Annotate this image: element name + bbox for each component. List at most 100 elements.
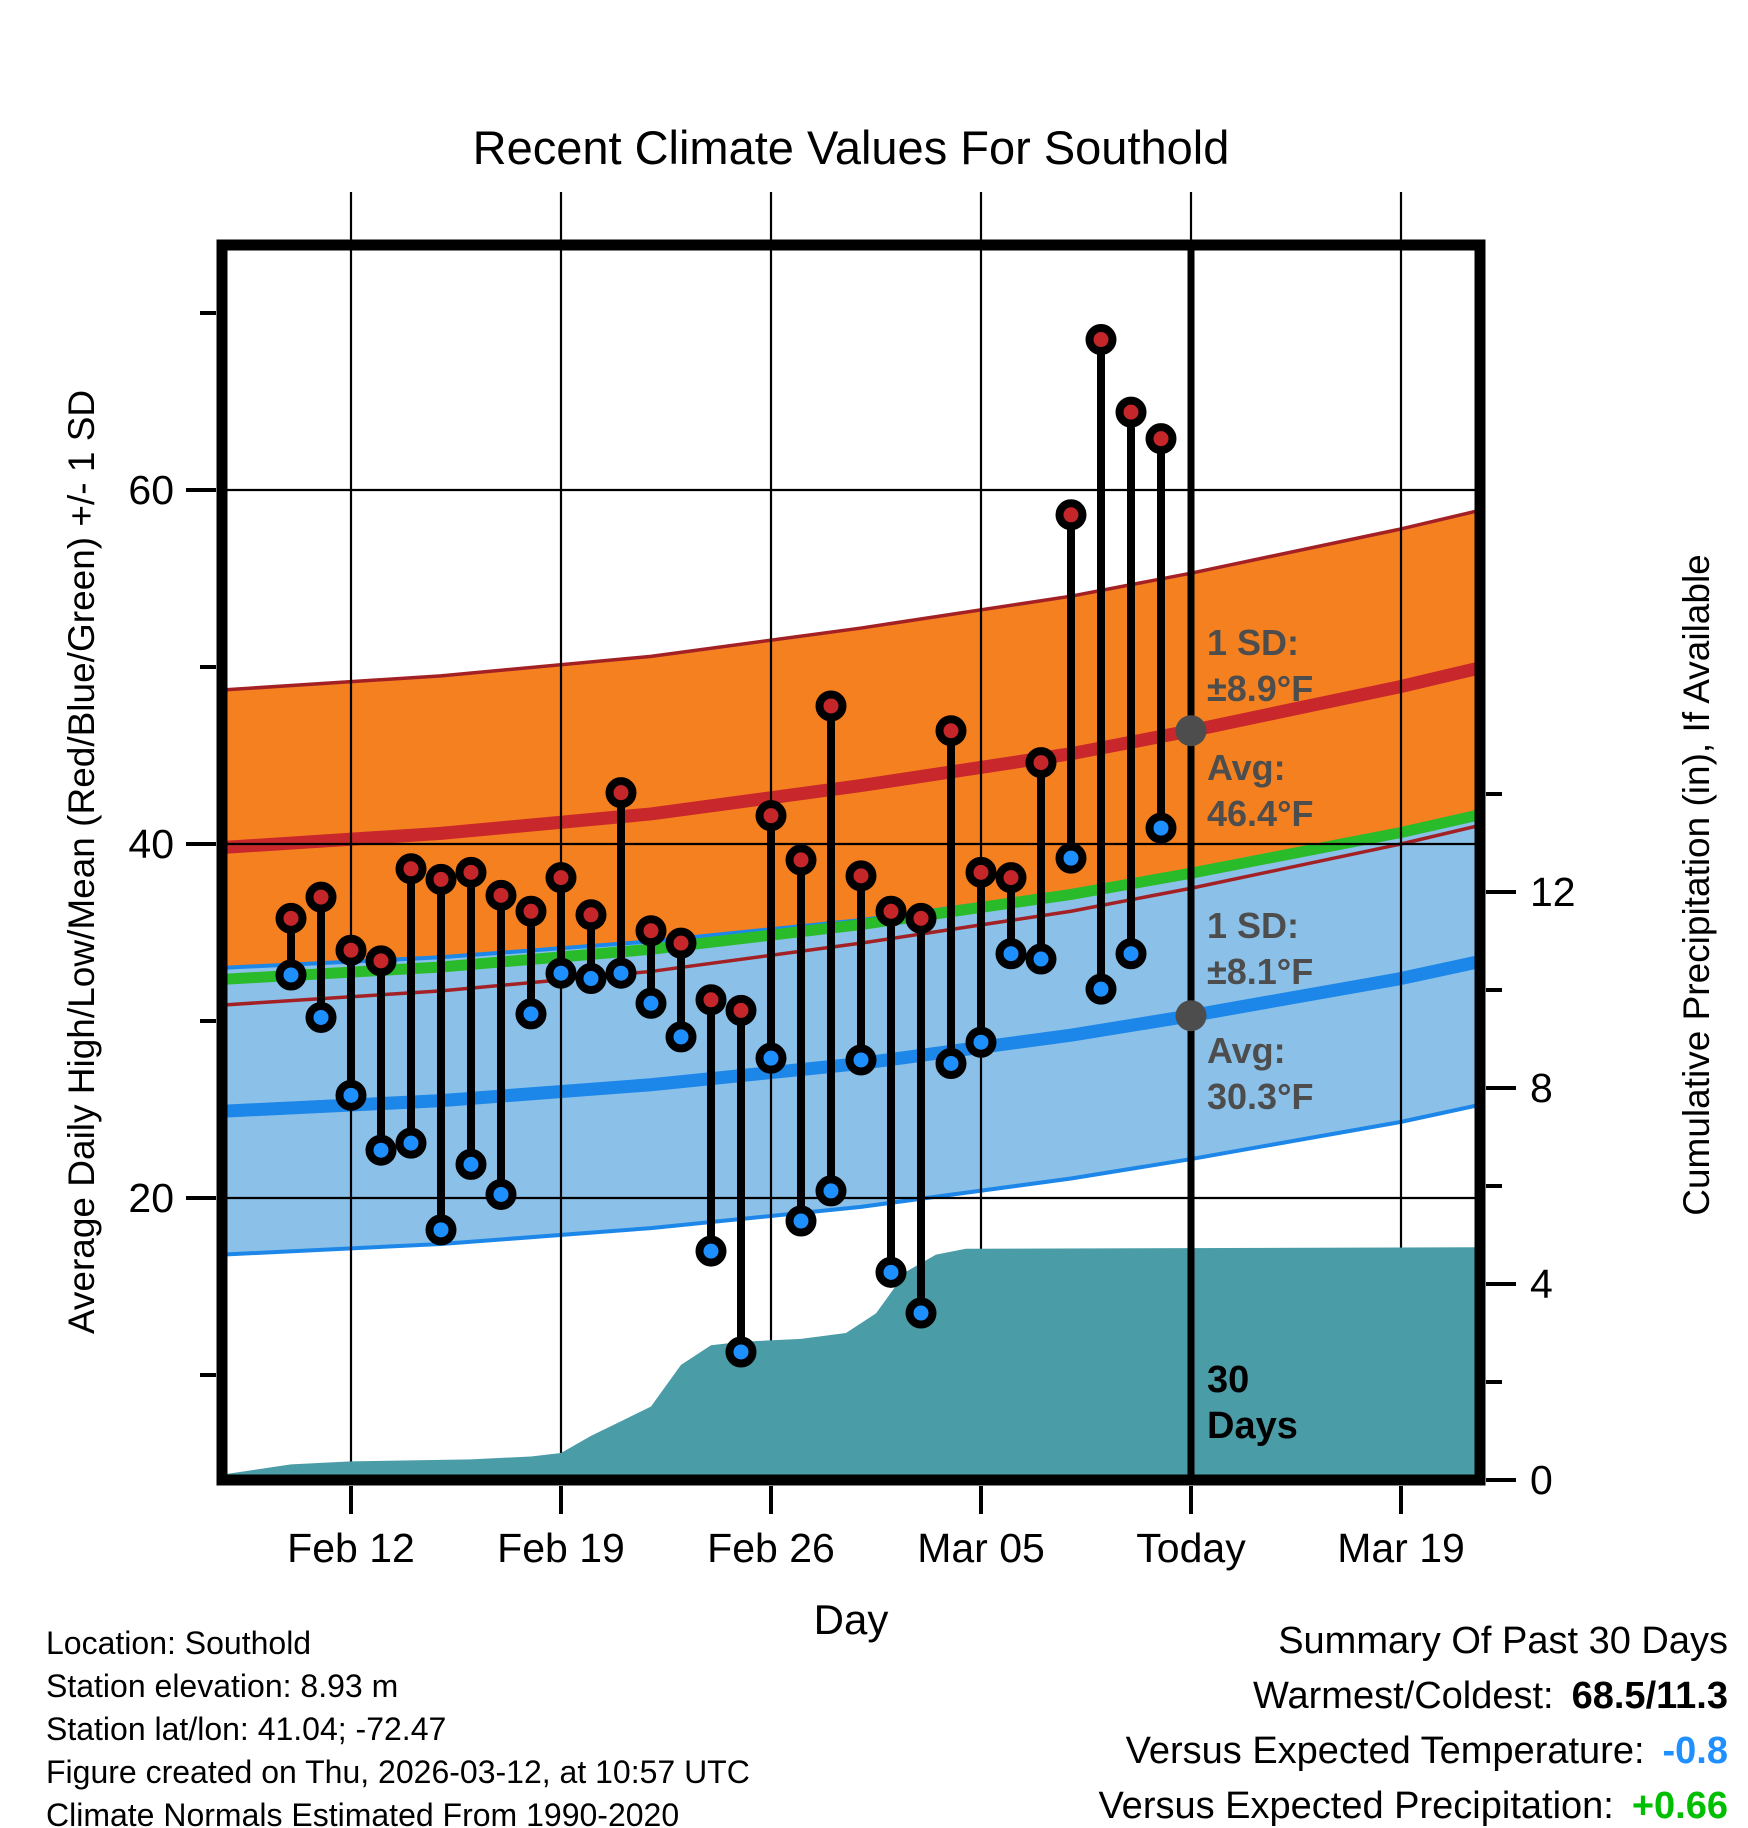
high-dot-mar-08 (1055, 499, 1087, 531)
high-dot-feb-10 (275, 902, 307, 934)
low-dot-feb-11 (305, 1001, 337, 1033)
low-dot-feb-26 (755, 1042, 787, 1074)
high-dot-feb-24 (695, 984, 727, 1016)
low-dot-feb-16 (455, 1148, 487, 1180)
chart-title: Recent Climate Values For Southold (472, 121, 1230, 174)
summary-warmest-coldest-value: 68.5/11.3 (1571, 1675, 1728, 1717)
low-dot-mar-07 (1025, 943, 1057, 975)
high-dot-feb-19 (545, 862, 577, 894)
high-dot-mar-06 (995, 862, 1027, 894)
high-dot-feb-12 (335, 934, 367, 966)
low-dot-feb-13 (365, 1134, 397, 1166)
low-dot-feb-19 (545, 957, 577, 989)
low-climatology-band (222, 818, 1480, 1255)
low-dot-feb-20 (575, 963, 607, 995)
high-dot-mar-10 (1115, 396, 1147, 428)
low-dot-feb-28 (815, 1175, 847, 1207)
low-dot-feb-25 (725, 1336, 757, 1368)
x-axis-label: Day (813, 1596, 889, 1643)
summary-vs-temp-value: -0.8 (1662, 1730, 1728, 1772)
left-tick-label-20: 20 (128, 1175, 174, 1221)
low-dot-mar-04 (935, 1047, 967, 1079)
high-dot-mar-11 (1145, 423, 1177, 455)
high-dot-feb-22 (635, 915, 667, 947)
high-dot-mar-02 (875, 895, 907, 927)
high-avg-marker-dot (1175, 715, 1207, 747)
summary-past-30-days: Summary Of Past 30 Days Warmest/Coldest:… (1098, 1614, 1728, 1828)
summary-vs-precip-value: +0.66 (1631, 1785, 1728, 1827)
high-dot-feb-14 (395, 853, 427, 885)
summary-title: Summary Of Past 30 Days (1278, 1620, 1728, 1662)
high-dot-mar-07 (1025, 747, 1057, 779)
x-tick-label-mar-05: Mar 05 (917, 1525, 1045, 1571)
station-metadata: Location: Southold Station elevation: 8.… (46, 1622, 750, 1828)
high-dot-feb-26 (755, 800, 787, 832)
low-mean-line (222, 954, 1480, 1118)
low-dot-feb-10 (275, 959, 307, 991)
high-annotation-text: 46.4°F (1207, 793, 1313, 834)
low-dot-feb-24 (695, 1235, 727, 1267)
x-tick-label-today: Today (1136, 1525, 1246, 1571)
today-span-label: 30 (1207, 1359, 1249, 1401)
station-location: Location: Southold (46, 1625, 312, 1661)
low-dot-feb-21 (605, 957, 637, 989)
high-dot-feb-25 (725, 994, 757, 1026)
low-dot-mar-06 (995, 938, 1027, 970)
high-dot-feb-13 (365, 945, 397, 977)
high-dot-mar-05 (965, 856, 997, 888)
high-dot-feb-20 (575, 899, 607, 931)
high-annotation-text: 1 SD: (1207, 622, 1299, 663)
low-dot-mar-02 (875, 1256, 907, 1288)
high-band-lower-edge (222, 823, 1480, 1007)
x-tick-label-feb-12: Feb 12 (287, 1525, 415, 1571)
low-dot-mar-08 (1055, 842, 1087, 874)
low-annotation-text: ±8.1°F (1207, 951, 1313, 992)
high-dot-mar-04 (935, 715, 967, 747)
high-dot-mar-09 (1085, 324, 1117, 356)
low-dot-mar-09 (1085, 973, 1117, 1005)
high-dot-feb-21 (605, 777, 637, 809)
x-tick-label-feb-19: Feb 19 (497, 1525, 625, 1571)
x-tick-label-mar-19: Mar 19 (1337, 1525, 1465, 1571)
high-dot-feb-15 (425, 863, 457, 895)
x-tick-label-feb-26: Feb 26 (707, 1525, 835, 1571)
low-dot-feb-23 (665, 1021, 697, 1053)
today-span-label: Days (1207, 1405, 1298, 1447)
low-dot-mar-11 (1145, 812, 1177, 844)
high-dot-feb-18 (515, 895, 547, 927)
high-dot-feb-23 (665, 927, 697, 959)
low-dot-mar-01 (845, 1044, 877, 1076)
high-dot-mar-01 (845, 860, 877, 892)
high-band-upper-edge (222, 508, 1480, 692)
low-dot-feb-27 (785, 1205, 817, 1237)
cumulative-precip-area (222, 1247, 1480, 1480)
low-dot-feb-18 (515, 998, 547, 1030)
high-annotation-text: ±8.9°F (1207, 668, 1313, 709)
low-annotation-text: 30.3°F (1207, 1076, 1313, 1117)
low-band-lower-edge (222, 1102, 1480, 1257)
left-tick-label-60: 60 (128, 467, 174, 513)
low-dot-feb-22 (635, 987, 667, 1019)
high-dot-feb-17 (485, 879, 517, 911)
station-latlon: Station lat/lon: 41.04; -72.47 (46, 1711, 447, 1747)
low-dot-feb-14 (395, 1127, 427, 1159)
high-dot-feb-16 (455, 856, 487, 888)
plot-border (216, 239, 1486, 1486)
climate-normals-note: Climate Normals Estimated From 1990-2020 (46, 1797, 680, 1828)
high-dot-feb-11 (305, 881, 337, 913)
right-tick-label-4: 4 (1530, 1261, 1553, 1307)
low-avg-marker-dot (1175, 1000, 1207, 1032)
summary-vs-expected-precipitation: Versus Expected Precipitation: +0.66 (1098, 1779, 1728, 1828)
mean-temperature-line (222, 808, 1480, 985)
right-tick-label-8: 8 (1530, 1065, 1553, 1111)
right-tick-label-12: 12 (1530, 869, 1576, 915)
high-dot-feb-27 (785, 844, 817, 876)
high-mean-line (222, 661, 1480, 855)
low-dot-mar-03 (905, 1297, 937, 1329)
low-dot-feb-12 (335, 1079, 367, 1111)
summary-vs-expected-temperature: Versus Expected Temperature: -0.8 (1098, 1724, 1728, 1779)
low-dot-feb-15 (425, 1214, 457, 1246)
low-annotation-text: 1 SD: (1207, 905, 1299, 946)
